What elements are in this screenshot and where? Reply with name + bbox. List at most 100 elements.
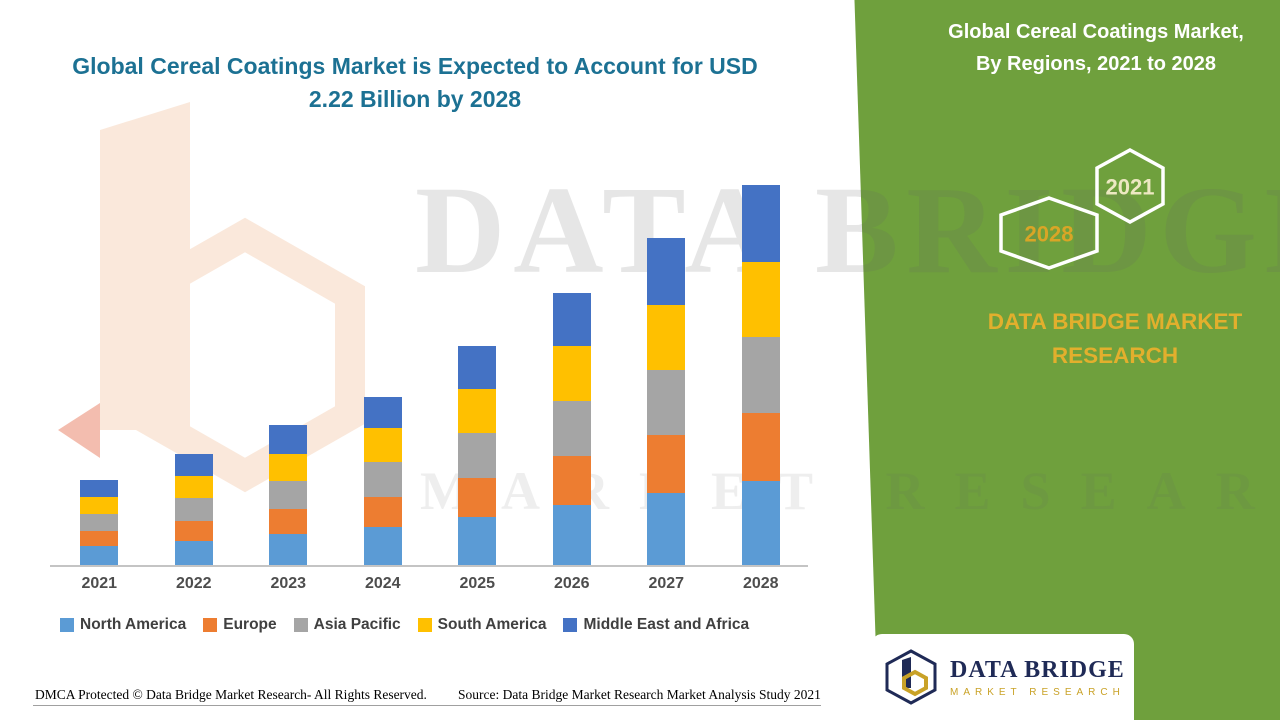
- bar-segment: [80, 479, 119, 497]
- bar-segment: [552, 292, 591, 346]
- legend-swatch: [417, 618, 432, 632]
- x-axis-label: 2022: [175, 575, 212, 592]
- bar-segment: [269, 508, 308, 535]
- bar-segment: [363, 397, 402, 429]
- bar-segment: [458, 388, 497, 434]
- watermark-text-line1: DATA BRIDGE: [415, 162, 1280, 300]
- bar-column: [714, 150, 809, 565]
- x-axis-label: 2024: [364, 575, 401, 592]
- legend-item: Asia Pacific: [293, 616, 401, 634]
- logo-text-block: DATA BRIDGE MARKET RESEARCH: [950, 657, 1125, 698]
- bars: [52, 150, 808, 565]
- chart-title-line1: Global Cereal Coatings Market is Expecte…: [72, 53, 758, 79]
- bar-segment: [363, 462, 402, 497]
- legend-item: Middle East and Africa: [563, 616, 749, 634]
- chart-title-line2: 2.22 Billion by 2028: [308, 86, 522, 113]
- legend-swatch: [203, 618, 218, 632]
- bar-segment: [174, 541, 213, 565]
- bar-segment: [741, 481, 780, 565]
- bar-segment: [741, 262, 780, 338]
- bar-segment: [174, 498, 213, 521]
- bar-segment: [269, 453, 308, 482]
- legend-label: South America: [437, 616, 547, 633]
- bar-segment: [269, 481, 308, 509]
- hexagon-2021-label: 2021: [1106, 175, 1155, 200]
- legend-label: North America: [80, 616, 187, 633]
- hexagon-2028-label: 2028: [1025, 222, 1074, 247]
- bar-2028: [741, 185, 780, 565]
- side-panel-heading: Global Cereal Coatings Market, By Region…: [928, 16, 1264, 80]
- bar-segment: [363, 496, 402, 528]
- bar-segment: [647, 434, 686, 494]
- bar-segment: [552, 505, 591, 565]
- brand-text: DATA BRIDGE MARKET RESEARCH: [987, 309, 1243, 368]
- bar-segment: [647, 238, 686, 305]
- legend-item: Europe: [203, 616, 277, 634]
- legend-swatch: [293, 618, 308, 632]
- bar-2023: [269, 424, 308, 565]
- logo-box: DATA BRIDGE MARKET RESEARCH: [872, 634, 1134, 720]
- legend-item: South America: [417, 616, 547, 634]
- bar-segment: [174, 520, 213, 541]
- bar-column: [52, 150, 147, 565]
- bar-2024: [363, 397, 402, 565]
- bar-column: [525, 150, 620, 565]
- legend-label: Middle East and Africa: [583, 616, 750, 633]
- dmca-notice: DMCA Protected © Data Bridge Market Rese…: [35, 687, 427, 702]
- bar-segment: [363, 428, 402, 463]
- x-axis-label: 2021: [81, 575, 118, 592]
- bar-segment: [80, 546, 119, 565]
- legend-swatch: [60, 618, 74, 632]
- side-panel-heading-line1: Global Cereal Coatings Market,: [948, 21, 1244, 43]
- x-axis-label: 2027: [648, 575, 685, 592]
- bar-column: [430, 150, 525, 565]
- logo-name: DATA BRIDGE: [950, 656, 1125, 683]
- logo-tagline: MARKET RESEARCH: [950, 686, 1125, 698]
- bar-segment: [647, 493, 686, 565]
- bar-segment: [741, 185, 780, 263]
- bar-segment: [647, 369, 686, 435]
- bar-segment: [174, 453, 213, 476]
- bar-segment: [458, 345, 497, 389]
- bar-segment: [80, 496, 119, 514]
- bar-segment: [741, 337, 780, 413]
- x-axis-label: 2023: [270, 575, 307, 592]
- legend-item: North America: [60, 616, 186, 634]
- bar-2026: [552, 292, 591, 565]
- source-note: Source: Data Bridge Market Research Mark…: [458, 687, 821, 702]
- bar-column: [147, 150, 242, 565]
- data-bridge-logo-icon: [885, 649, 937, 705]
- bar-2025: [458, 345, 497, 565]
- bar-segment: [458, 517, 497, 565]
- bar-segment: [80, 530, 119, 547]
- x-axis-label: 2025: [459, 575, 496, 592]
- bar-column: [619, 150, 714, 565]
- bar-segment: [458, 433, 497, 478]
- bar-segment: [458, 477, 497, 518]
- bar-segment: [741, 412, 780, 482]
- bar-segment: [269, 534, 308, 565]
- legend-label: Europe: [223, 616, 277, 633]
- footer-divider: [33, 705, 821, 706]
- bar-column: [336, 150, 431, 565]
- bar-column: [241, 150, 336, 565]
- bar-segment: [363, 527, 402, 565]
- bar-segment: [174, 475, 213, 499]
- bar-2022: [174, 453, 213, 565]
- x-axis-label: 2026: [553, 575, 590, 592]
- green-side-panel: [854, 0, 1280, 720]
- chart-title: Global Cereal Coatings Market is Expecte…: [70, 50, 760, 117]
- legend-label: Asia Pacific: [313, 616, 401, 633]
- watermark-logo-icon: [58, 102, 365, 493]
- bar-2021: [80, 479, 119, 565]
- bar-segment: [552, 455, 591, 506]
- hexagon-2028: 2028: [999, 196, 1099, 270]
- bar-2027: [647, 238, 686, 565]
- side-panel-heading-line2: By Regions, 2021 to 2028: [975, 53, 1217, 75]
- legend-swatch: [563, 618, 578, 632]
- x-axis-labels: 2021 2022 2023 2024 2025 2026 2027 2028: [52, 575, 808, 593]
- chart-legend: North America Europe Asia Pacific South Ame…: [60, 616, 749, 634]
- bar-segment: [80, 513, 119, 531]
- bar-segment: [647, 304, 686, 370]
